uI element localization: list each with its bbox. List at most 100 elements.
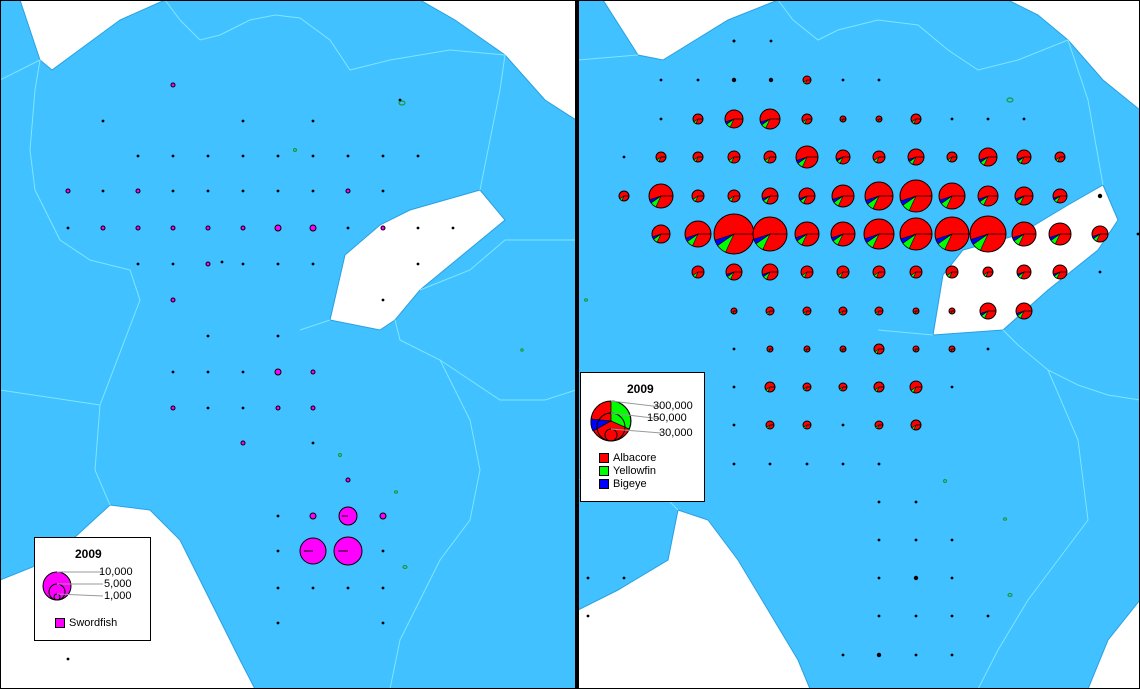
pie-wedge [874, 348, 880, 354]
swordfish-catch-marker [66, 226, 70, 230]
pie-wedge [1052, 271, 1061, 277]
pie-wedge [949, 310, 953, 315]
pie-wedge [801, 271, 808, 278]
pie-wedge [910, 386, 917, 393]
tuna-catch-marker [877, 462, 881, 466]
pie-wedge [873, 271, 880, 278]
pie-wedge [865, 195, 880, 205]
pie-wedge [831, 233, 844, 242]
swordfish-catch-marker [66, 657, 70, 661]
pie-wedge [649, 195, 662, 204]
pie-wedge [939, 195, 953, 204]
tuna-catch-marker [1097, 193, 1103, 199]
tuna-catch-marker [659, 78, 663, 82]
pie-wedge [714, 233, 735, 246]
swordfish-catch-marker [345, 188, 351, 194]
swordfish-catch-marker [276, 621, 280, 625]
legend-scale-medium: 5,000 [104, 578, 132, 590]
swordfish-catch-marker [311, 586, 315, 590]
swordfish-catch-marker [206, 406, 210, 410]
swordfish-catch-marker [170, 405, 176, 411]
tuna-catch-marker [950, 538, 954, 542]
swordfish-catch-marker [241, 262, 245, 266]
pie-wedge [760, 118, 771, 126]
pie-wedge [911, 424, 917, 430]
pie-wedge [1016, 271, 1025, 277]
swordfish-catch-marker [379, 512, 387, 520]
tuna-catch-marker [1136, 232, 1140, 236]
land-top-right [418, 0, 576, 121]
pie-wedge [764, 156, 771, 163]
pie-wedge [656, 156, 662, 162]
pie-wedge [910, 271, 917, 278]
pie-wedge [837, 271, 844, 278]
legend-title: 2009 [627, 382, 654, 396]
pie-wedge [799, 195, 808, 202]
pie-wedge [900, 233, 917, 244]
pie-wedge [762, 271, 771, 278]
panel-divider [575, 0, 579, 689]
pie-wedge [980, 310, 989, 317]
pie-wedge [949, 348, 953, 353]
pie-wedge [1055, 156, 1061, 162]
swordfish-catch-marker [276, 262, 280, 266]
pie-wedge [753, 233, 771, 245]
swordfish-catch-marker [241, 119, 245, 123]
swordfish-catch-marker [416, 154, 420, 158]
swordfish-catch-marker [241, 406, 245, 410]
pie-wedge [873, 156, 880, 163]
tuna-catch-marker [950, 614, 954, 618]
pie-wedge [946, 271, 953, 278]
tuna-catch-map [578, 0, 1140, 689]
swordfish-catch-marker [171, 370, 175, 374]
swordfish-catch-marker [170, 297, 176, 303]
swordfish-catch-marker [206, 189, 210, 193]
pie-wedge [804, 348, 808, 353]
swordfish-catch-marker [274, 368, 282, 376]
tuna-catch-marker [877, 500, 881, 504]
swordfish-catch-marker [381, 189, 385, 193]
tuna-catch-marker [841, 462, 845, 466]
yellowfin-swatch [599, 466, 609, 476]
swordfish-catch-marker [398, 98, 402, 102]
tuna-catch-marker [768, 77, 774, 83]
legend-scale-small: 1,000 [104, 590, 132, 602]
tuna-catch-marker [841, 423, 845, 427]
swordfish-catch-marker [276, 514, 280, 518]
tuna-catch-marker [950, 576, 954, 580]
swordfish-catch-marker [170, 225, 176, 231]
swordfish-catch-marker [451, 226, 455, 230]
tuna-catch-marker [877, 538, 881, 542]
swordfish-catch-marker [170, 82, 176, 88]
swordfish-catch-marker [416, 262, 420, 266]
swordfish-swatch [55, 618, 65, 628]
swordfish-catch-marker [311, 154, 315, 158]
pie-wedge [911, 118, 917, 124]
pie-wedge [803, 386, 808, 392]
tuna-catch-marker [877, 78, 881, 82]
tuna-catch-marker [731, 77, 737, 83]
swordfish-catch-marker [241, 370, 245, 374]
pie-wedge [766, 310, 771, 316]
legend-scale-large: 10,000 [99, 566, 133, 578]
tuna-catch-marker [914, 538, 918, 542]
proportional-pie-key [590, 400, 662, 442]
pie-wedge [619, 195, 625, 201]
pie-wedge [874, 386, 880, 392]
swordfish-catch-marker [101, 119, 105, 123]
tuna-catch-marker [622, 155, 626, 159]
albacore-swatch [599, 453, 609, 463]
pie-wedge [693, 156, 699, 162]
tuna-catch-marker [732, 39, 736, 43]
swordfish-catch-marker [381, 154, 385, 158]
swordfish-catch-marker [136, 154, 140, 158]
pie-wedge [1052, 195, 1061, 201]
pie-wedge [913, 348, 917, 353]
bigeye-label: Bigeye [613, 478, 647, 490]
pie-wedge [652, 233, 662, 240]
swordfish-catch-marker [206, 334, 210, 338]
pie-wedge [693, 118, 699, 124]
land-top-left [19, 0, 166, 71]
tuna-catch-marker [877, 576, 881, 580]
